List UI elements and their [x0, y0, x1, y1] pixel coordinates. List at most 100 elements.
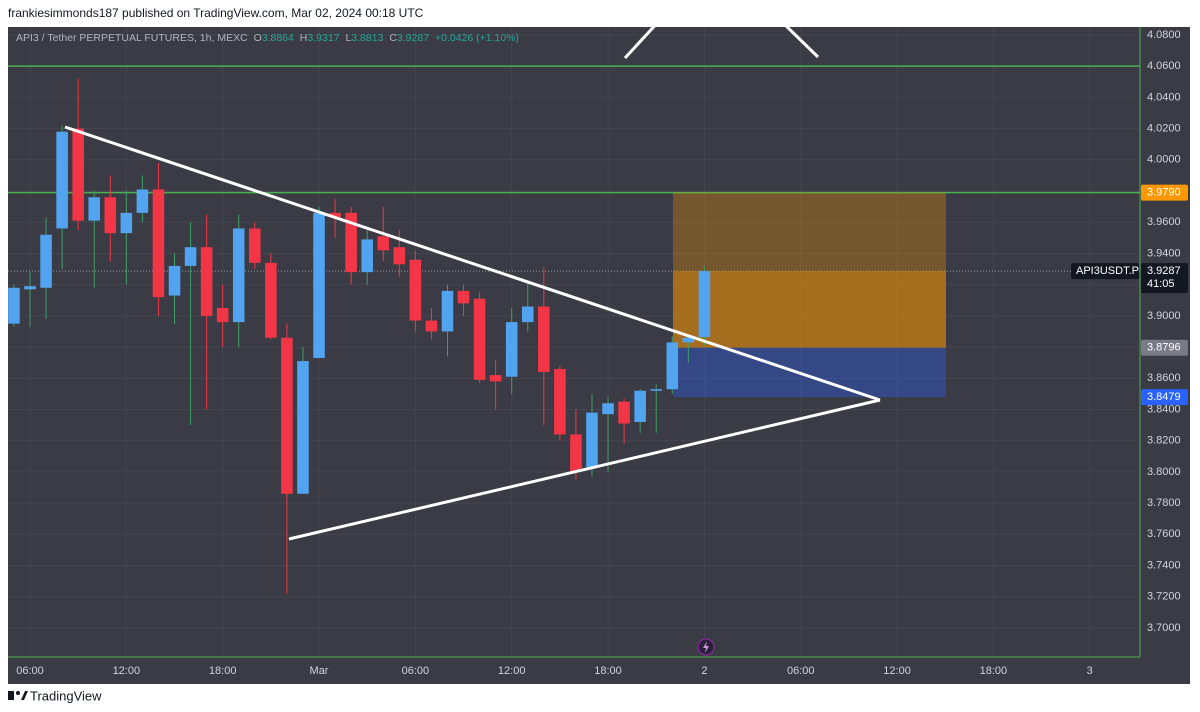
candle-body: [8, 287, 20, 324]
candle-body: [361, 239, 373, 273]
y-tick-label: 4.0400: [1147, 91, 1181, 103]
symbol-badge-label: API3USDT.P: [1076, 265, 1139, 277]
candle-body: [457, 290, 470, 304]
candle-body: [297, 361, 309, 494]
price-badge-label: 3.8796: [1147, 342, 1181, 354]
price-badge-label: 3.8479: [1147, 391, 1181, 403]
candle-body: [505, 322, 518, 377]
candle-body: [393, 247, 406, 265]
candle-body: [56, 131, 68, 229]
ohlc-value: 3.8864: [262, 32, 294, 44]
y-tick-label: 4.0800: [1147, 29, 1181, 41]
logo: [21, 691, 28, 700]
zone: [673, 271, 946, 348]
candle-body: [521, 306, 534, 323]
x-tick-label: 06:00: [787, 665, 815, 677]
ohlc-value: 3.9317: [307, 32, 339, 44]
candle-body: [538, 306, 550, 373]
y-tick-label: 3.7600: [1147, 528, 1181, 540]
candle-body: [345, 212, 357, 273]
x-tick-label: 18:00: [980, 665, 1008, 677]
y-tick-label: 4.0600: [1147, 60, 1181, 72]
candle-body: [554, 368, 566, 435]
y-tick-label: 4.0000: [1147, 154, 1181, 166]
y-tick-label: 3.8200: [1147, 435, 1181, 447]
y-tick-label: 3.9600: [1147, 216, 1181, 228]
ohlc-label: H: [300, 32, 308, 44]
candle-body: [666, 342, 679, 390]
event-icon-bolt: [703, 641, 709, 653]
logo: [16, 691, 20, 695]
candle-body: [120, 212, 133, 234]
candle-body: [104, 197, 117, 234]
candle-body: [24, 286, 36, 290]
header: API3 / Tether PERPETUAL FUTURES, 1h, MEX…: [16, 32, 519, 44]
y-tick-label: 3.7200: [1147, 591, 1181, 603]
candle-body: [618, 401, 630, 424]
candle-body: [88, 197, 101, 221]
x-tick-label: 12:00: [883, 665, 911, 677]
trend-line: [64, 125, 881, 402]
candle-body: [313, 212, 325, 358]
candle-body: [249, 228, 261, 263]
x-tick-label: 06:00: [16, 665, 44, 677]
x-tick-label: 18:00: [594, 665, 622, 677]
chart-background: [8, 27, 1190, 684]
candle-body: [650, 389, 662, 391]
candle-body: [168, 265, 181, 296]
candle-body: [586, 412, 598, 468]
trend-line: [288, 398, 881, 541]
price-badge: [1141, 184, 1188, 201]
symbol-badge: [1071, 263, 1139, 280]
x-tick-label: 12:00: [498, 665, 526, 677]
y-tick-label: 3.9400: [1147, 247, 1181, 259]
x-tick-label: 12:00: [113, 665, 141, 677]
y-tick-label: 3.7800: [1147, 497, 1181, 509]
candle-body: [570, 434, 582, 472]
x-tick-label: 18:00: [209, 665, 237, 677]
candle-body: [698, 271, 711, 338]
price-badge-label: 3.9287: [1147, 265, 1181, 277]
countdown: 41:05: [1147, 278, 1175, 290]
price-badge-label: 3.9790: [1147, 186, 1181, 198]
candle-body: [425, 320, 438, 332]
candle-body: [377, 236, 390, 251]
footer-brand: TradingView: [30, 688, 102, 703]
ohlc-label: L: [345, 32, 351, 44]
y-tick-label: 3.8400: [1147, 403, 1181, 415]
zone: [673, 347, 946, 398]
candle-body: [441, 290, 454, 332]
candle-body: [329, 212, 341, 218]
candle-body: [40, 234, 52, 288]
candle-body: [72, 128, 84, 221]
candle-body: [409, 259, 422, 321]
candle-body: [232, 228, 245, 323]
candle-body: [216, 308, 229, 323]
trend-line: [785, 27, 820, 59]
trend-line: [623, 27, 656, 60]
ohlc-value: 3.8813: [351, 32, 383, 44]
ohlc-value: 3.9287: [397, 32, 429, 44]
symbol: API3 / Tether PERPETUAL FUTURES, 1h, MEX…: [16, 32, 248, 44]
candle-body: [682, 337, 695, 343]
candle-body: [281, 337, 293, 494]
candle-body: [265, 262, 277, 338]
x-tick-label: 06:00: [402, 665, 430, 677]
x-tick-label: 2: [701, 665, 707, 677]
position-tool: [673, 192, 946, 398]
candle-body: [634, 390, 646, 422]
candle-body: [602, 403, 614, 415]
candle-body: [200, 247, 213, 316]
ohlc-label: O: [254, 32, 262, 44]
candles: [8, 78, 711, 594]
published-note: frankiesimmonds187 published on TradingV…: [8, 6, 424, 20]
y-tick-label: 4.0200: [1147, 122, 1181, 134]
candle-body: [473, 298, 486, 380]
logo: [8, 691, 14, 700]
y-tick-label: 3.8000: [1147, 466, 1181, 478]
axes: 4.08004.06004.04004.02004.00003.98003.96…: [16, 29, 1180, 677]
zone: [673, 192, 946, 348]
y-tick-label: 3.9000: [1147, 310, 1181, 322]
